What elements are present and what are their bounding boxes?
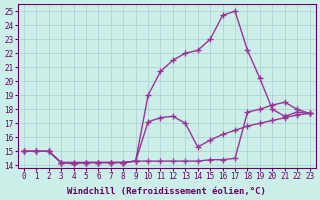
X-axis label: Windchill (Refroidissement éolien,°C): Windchill (Refroidissement éolien,°C) (67, 187, 266, 196)
